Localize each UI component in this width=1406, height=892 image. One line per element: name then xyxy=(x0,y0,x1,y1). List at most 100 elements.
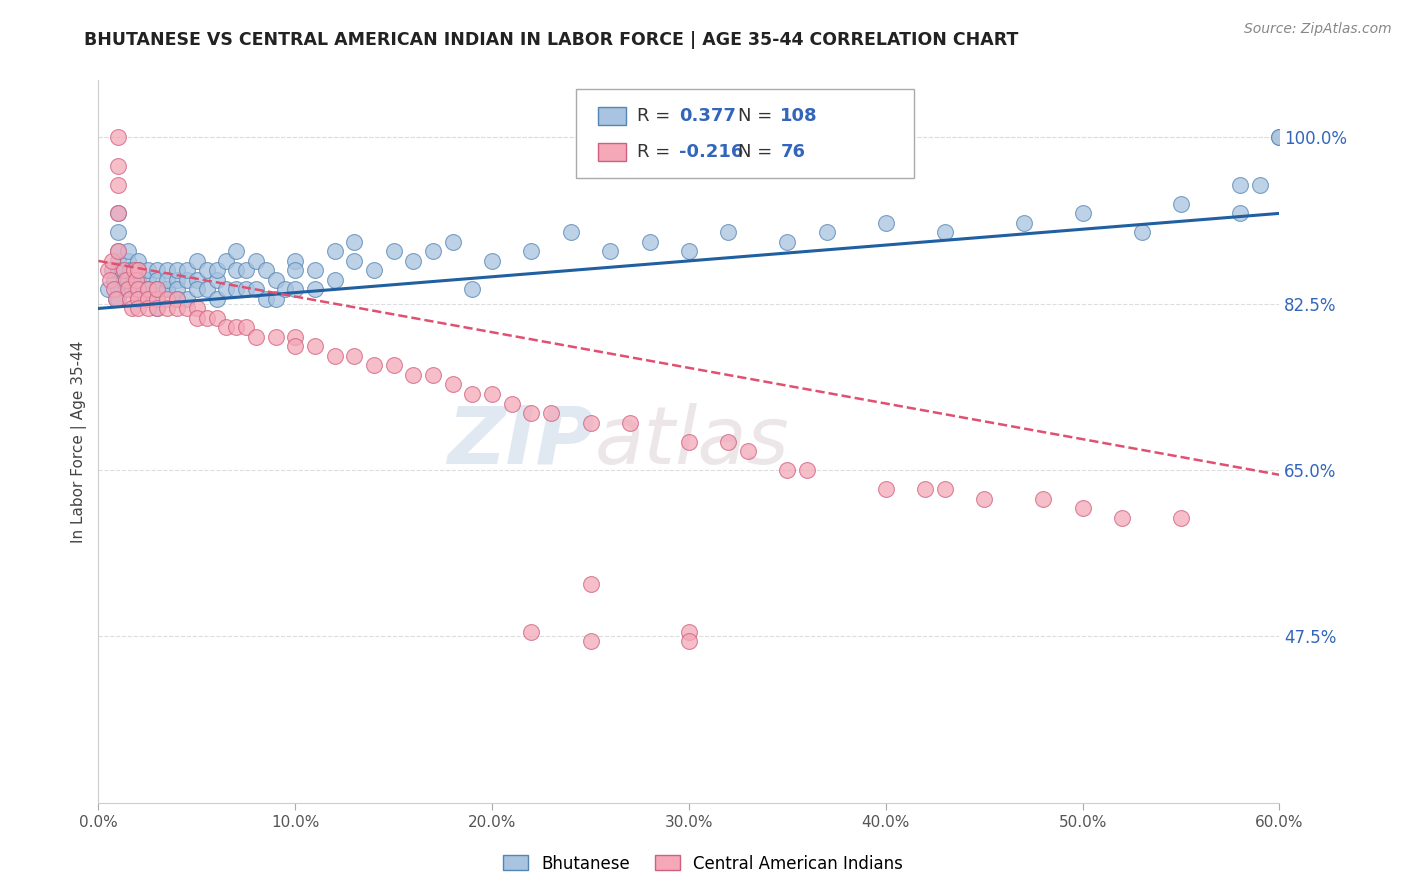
Point xyxy=(540,406,562,420)
Point xyxy=(186,273,208,287)
Text: BHUTANESE VS CENTRAL AMERICAN INDIAN IN LABOR FORCE | AGE 35-44 CORRELATION CHAR: BHUTANESE VS CENTRAL AMERICAN INDIAN IN … xyxy=(84,31,1019,49)
Point xyxy=(111,263,134,277)
Point xyxy=(205,263,228,277)
Point xyxy=(1071,206,1094,220)
Point xyxy=(122,263,145,277)
Point xyxy=(599,244,621,259)
Point xyxy=(107,206,129,220)
Text: R =: R = xyxy=(637,143,676,161)
Point xyxy=(166,273,188,287)
Point xyxy=(105,292,128,306)
Point xyxy=(166,292,188,306)
Point xyxy=(678,634,700,648)
Point xyxy=(186,282,208,296)
Point xyxy=(205,310,228,325)
Point xyxy=(481,253,503,268)
Point xyxy=(127,301,149,316)
Point xyxy=(579,416,602,430)
Point xyxy=(914,482,936,496)
Point xyxy=(107,253,129,268)
Point xyxy=(117,282,139,296)
Point xyxy=(186,310,208,325)
Point xyxy=(934,482,956,496)
Point xyxy=(136,282,159,296)
Point xyxy=(112,273,135,287)
Point xyxy=(146,273,169,287)
Point xyxy=(402,253,425,268)
Point xyxy=(402,368,425,382)
Point xyxy=(520,406,543,420)
Point xyxy=(103,273,125,287)
Point xyxy=(107,178,129,192)
Point xyxy=(264,292,287,306)
Point xyxy=(146,292,169,306)
Point xyxy=(122,273,145,287)
Text: 76: 76 xyxy=(780,143,806,161)
Point xyxy=(1229,206,1251,220)
Point xyxy=(501,396,523,410)
Point xyxy=(245,330,267,344)
Point xyxy=(156,292,179,306)
Point xyxy=(323,349,346,363)
Point xyxy=(176,263,198,277)
Point xyxy=(235,320,257,334)
Point xyxy=(146,282,169,296)
Point xyxy=(195,310,218,325)
Text: 108: 108 xyxy=(780,107,818,125)
Point xyxy=(107,282,129,296)
Point xyxy=(101,253,124,268)
Point xyxy=(98,273,121,287)
Point xyxy=(195,282,218,296)
Point xyxy=(121,282,143,296)
Point xyxy=(186,301,208,316)
Point xyxy=(245,253,267,268)
Point xyxy=(225,282,247,296)
Point xyxy=(323,244,346,259)
Point xyxy=(136,282,159,296)
Point xyxy=(107,159,129,173)
Point xyxy=(1170,197,1192,211)
Point xyxy=(264,273,287,287)
Point xyxy=(146,301,169,316)
Point xyxy=(136,282,159,296)
Point xyxy=(127,273,149,287)
Point xyxy=(127,263,149,277)
Point xyxy=(343,253,366,268)
Point xyxy=(125,282,148,296)
Point xyxy=(1249,178,1271,192)
Point xyxy=(235,282,257,296)
Point xyxy=(115,273,138,287)
Point xyxy=(215,253,238,268)
Point xyxy=(304,282,326,296)
Point xyxy=(461,282,484,296)
Point xyxy=(176,301,198,316)
Point xyxy=(461,387,484,401)
Point xyxy=(105,292,128,306)
Point xyxy=(136,292,159,306)
Point xyxy=(121,301,143,316)
Point xyxy=(205,273,228,287)
Point xyxy=(343,235,366,249)
Point xyxy=(146,292,169,306)
Point xyxy=(796,463,818,477)
Point xyxy=(1032,491,1054,506)
Point xyxy=(107,244,129,259)
Point xyxy=(127,263,149,277)
Point xyxy=(560,226,582,240)
Point xyxy=(1268,130,1291,145)
Point xyxy=(422,368,444,382)
Point xyxy=(1071,501,1094,516)
Point xyxy=(117,273,139,287)
Point xyxy=(146,282,169,296)
Point xyxy=(127,273,149,287)
Point xyxy=(225,263,247,277)
Point xyxy=(382,359,405,373)
Point xyxy=(481,387,503,401)
Point xyxy=(323,273,346,287)
Point xyxy=(127,292,149,306)
Text: N =: N = xyxy=(738,107,778,125)
Point xyxy=(136,301,159,316)
Point xyxy=(875,216,897,230)
Point xyxy=(107,130,129,145)
Point xyxy=(166,282,188,296)
